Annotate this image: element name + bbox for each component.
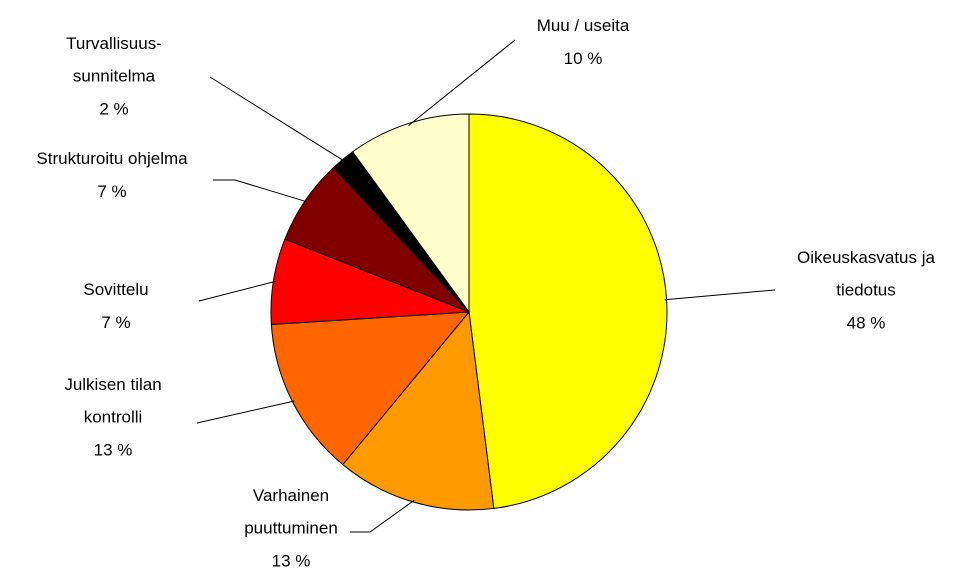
leader-line	[664, 289, 776, 301]
value-label: 7 %	[97, 182, 126, 201]
slice-label: Muu / useita	[537, 16, 630, 35]
label-line: Julkisen tilan	[64, 375, 161, 394]
value-label: 10 %	[564, 49, 603, 68]
leader-line	[196, 400, 295, 424]
label-line: kontrolli	[84, 408, 143, 427]
leader-line	[198, 280, 276, 302]
slice-label: Sovittelu	[83, 280, 148, 299]
label-line: Strukturoitu ohjelma	[36, 149, 188, 168]
value-label: 13 %	[94, 440, 133, 459]
value-label: 7 %	[101, 313, 130, 332]
leader-line	[408, 39, 516, 126]
leader-line	[209, 76, 345, 162]
pie-slice	[468, 113, 668, 509]
slice-label: Varhainen puuttuminen	[244, 486, 338, 538]
label-line: sunnitelma	[73, 67, 156, 86]
value-label: 13 %	[272, 551, 311, 570]
label-line: Turvallisuus-	[66, 34, 162, 53]
slice-label: Turvallisuus-sunnitelma	[66, 34, 162, 86]
pie-slice	[342, 310, 495, 511]
label-line: tiedotus	[836, 281, 896, 300]
slice-label: Julkisen tilan kontrolli	[64, 375, 161, 427]
value-label: 2 %	[99, 99, 128, 118]
label-line: Varhainen	[253, 486, 329, 505]
slice-label: Strukturoitu ohjelma	[36, 149, 188, 168]
leader-line	[350, 499, 415, 533]
label-line: Oikeuskasvatus ja	[797, 248, 935, 267]
pie-slice	[351, 113, 470, 314]
label-line: Sovittelu	[83, 280, 148, 299]
label-line: Muu / useita	[537, 16, 630, 35]
leader-line	[213, 179, 308, 203]
label-line: puuttuminen	[244, 519, 338, 538]
value-label: 48 %	[847, 313, 886, 332]
slice-label: Oikeuskasvatus ja tiedotus	[797, 248, 935, 300]
